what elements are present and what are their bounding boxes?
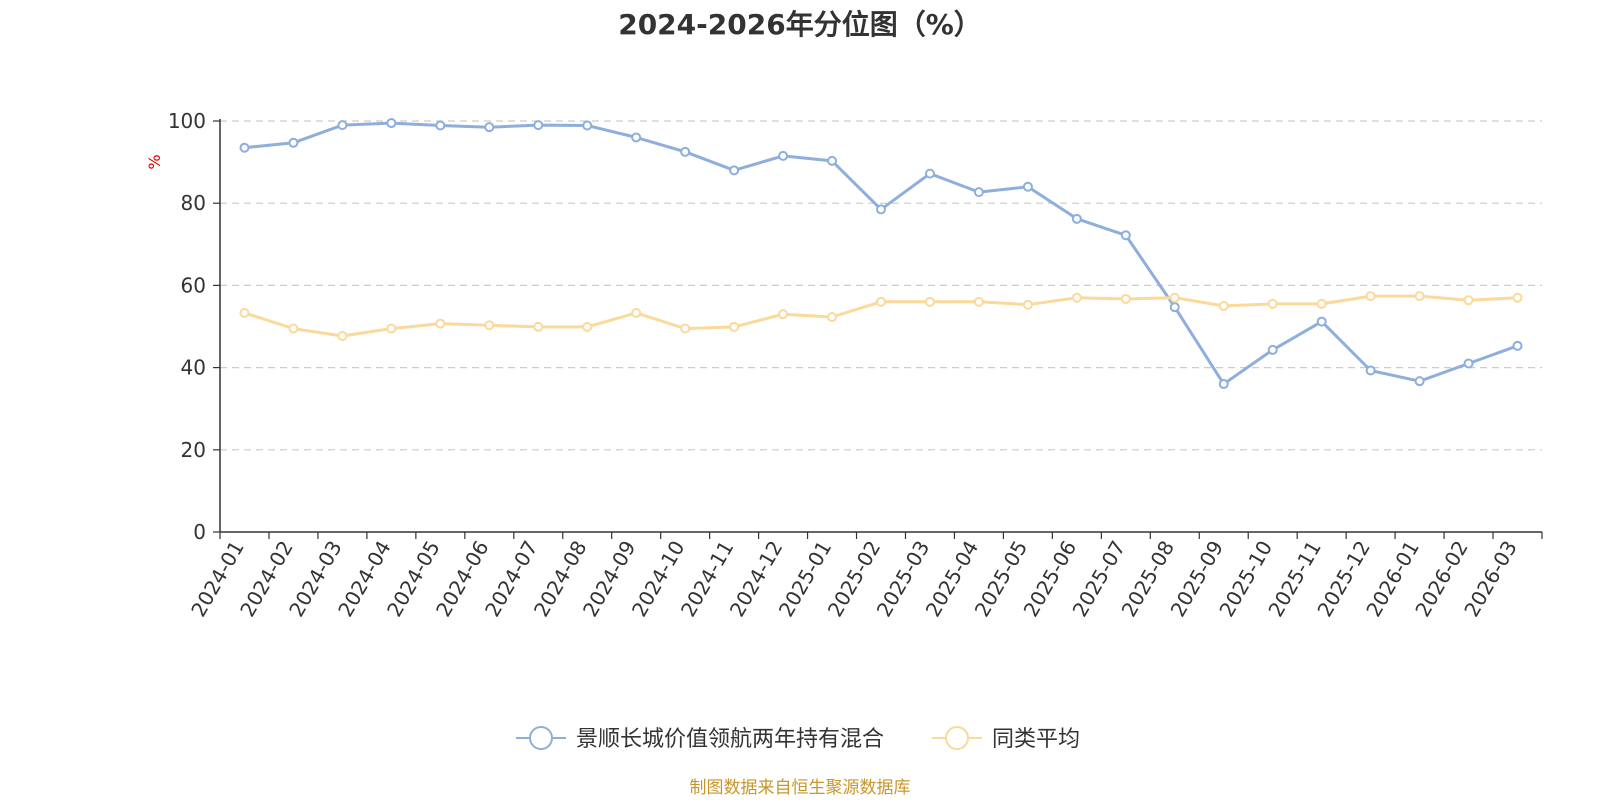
data-point (1512, 292, 1523, 303)
data-point (1316, 298, 1327, 309)
y-tick-label: 0 (193, 520, 206, 544)
data-point (1071, 213, 1082, 224)
grid-lines (220, 120, 1542, 451)
legend[interactable]: 景顺长城价值领航两年持有混合 同类平均 (516, 726, 1080, 752)
data-point (582, 321, 593, 332)
data-point (973, 187, 984, 198)
data-point (533, 321, 544, 332)
data-point (386, 118, 397, 129)
data-point (1169, 302, 1180, 313)
data-point (288, 323, 299, 334)
legend-item-2[interactable]: 同类平均 (932, 726, 1080, 752)
legend-label: 同类平均 (992, 727, 1080, 752)
data-point (533, 120, 544, 131)
series-layer (239, 118, 1523, 390)
series-2 (239, 291, 1523, 341)
chart-title: 2024-2026年分位图（%） (618, 8, 982, 41)
data-point (631, 132, 642, 143)
data-point (1071, 292, 1082, 303)
data-point (876, 204, 886, 215)
data-point (435, 120, 446, 131)
data-point (1169, 292, 1180, 303)
legend-marker-icon (529, 726, 553, 750)
legend-item-1[interactable]: 景顺长城价值领航两年持有混合 (516, 726, 884, 752)
y-tick-label: 40 (181, 356, 206, 380)
data-point (1022, 181, 1033, 192)
data-point (729, 165, 740, 176)
data-point (924, 296, 935, 307)
data-point (778, 150, 789, 161)
data-point (1365, 291, 1376, 302)
y-tick-label: 100 (168, 109, 206, 133)
data-point (582, 120, 593, 131)
data-point (1267, 298, 1278, 309)
data-point (1120, 230, 1131, 241)
data-point (239, 307, 250, 318)
series-line (244, 121, 1519, 386)
data-point (1022, 299, 1033, 310)
data-point (1463, 358, 1474, 369)
data-point (631, 307, 642, 318)
y-tick-label: 60 (181, 273, 206, 297)
data-point (1414, 291, 1425, 302)
data-point (337, 330, 348, 341)
source-note: 制图数据来自恒生聚源数据库 (690, 778, 911, 798)
series-1 (239, 118, 1523, 390)
data-point (484, 122, 495, 133)
y-axis-label: % (145, 154, 164, 169)
data-point (876, 296, 886, 307)
legend-label: 景顺长城价值领航两年持有混合 (576, 727, 884, 752)
data-point (973, 296, 984, 307)
data-point (288, 137, 299, 148)
data-point (1512, 340, 1523, 351)
data-point (239, 142, 250, 153)
axes (219, 119, 1542, 533)
y-tick-label: 80 (181, 191, 206, 215)
data-point (1316, 316, 1327, 327)
data-point (680, 146, 691, 157)
data-point (1218, 379, 1229, 390)
data-point (1267, 344, 1278, 355)
data-point (337, 120, 348, 131)
legend-marker-icon (945, 726, 969, 750)
data-point (1463, 295, 1474, 306)
y-tick-labels: 0 20 40 60 80 100 (168, 109, 220, 544)
data-point (1365, 365, 1376, 376)
data-point (680, 323, 691, 334)
data-point (1120, 293, 1131, 304)
data-point (729, 321, 740, 332)
data-point (827, 155, 838, 166)
data-point (386, 323, 397, 334)
data-point (484, 320, 495, 331)
x-tick-labels: 2024-012024-022024-032024-042024-052024-… (186, 532, 1543, 621)
data-point (827, 312, 838, 323)
data-point (1414, 376, 1425, 387)
data-point (435, 318, 446, 329)
y-tick-label: 20 (181, 438, 206, 462)
data-point (778, 309, 789, 320)
data-point (924, 168, 935, 179)
data-point (1218, 300, 1229, 311)
